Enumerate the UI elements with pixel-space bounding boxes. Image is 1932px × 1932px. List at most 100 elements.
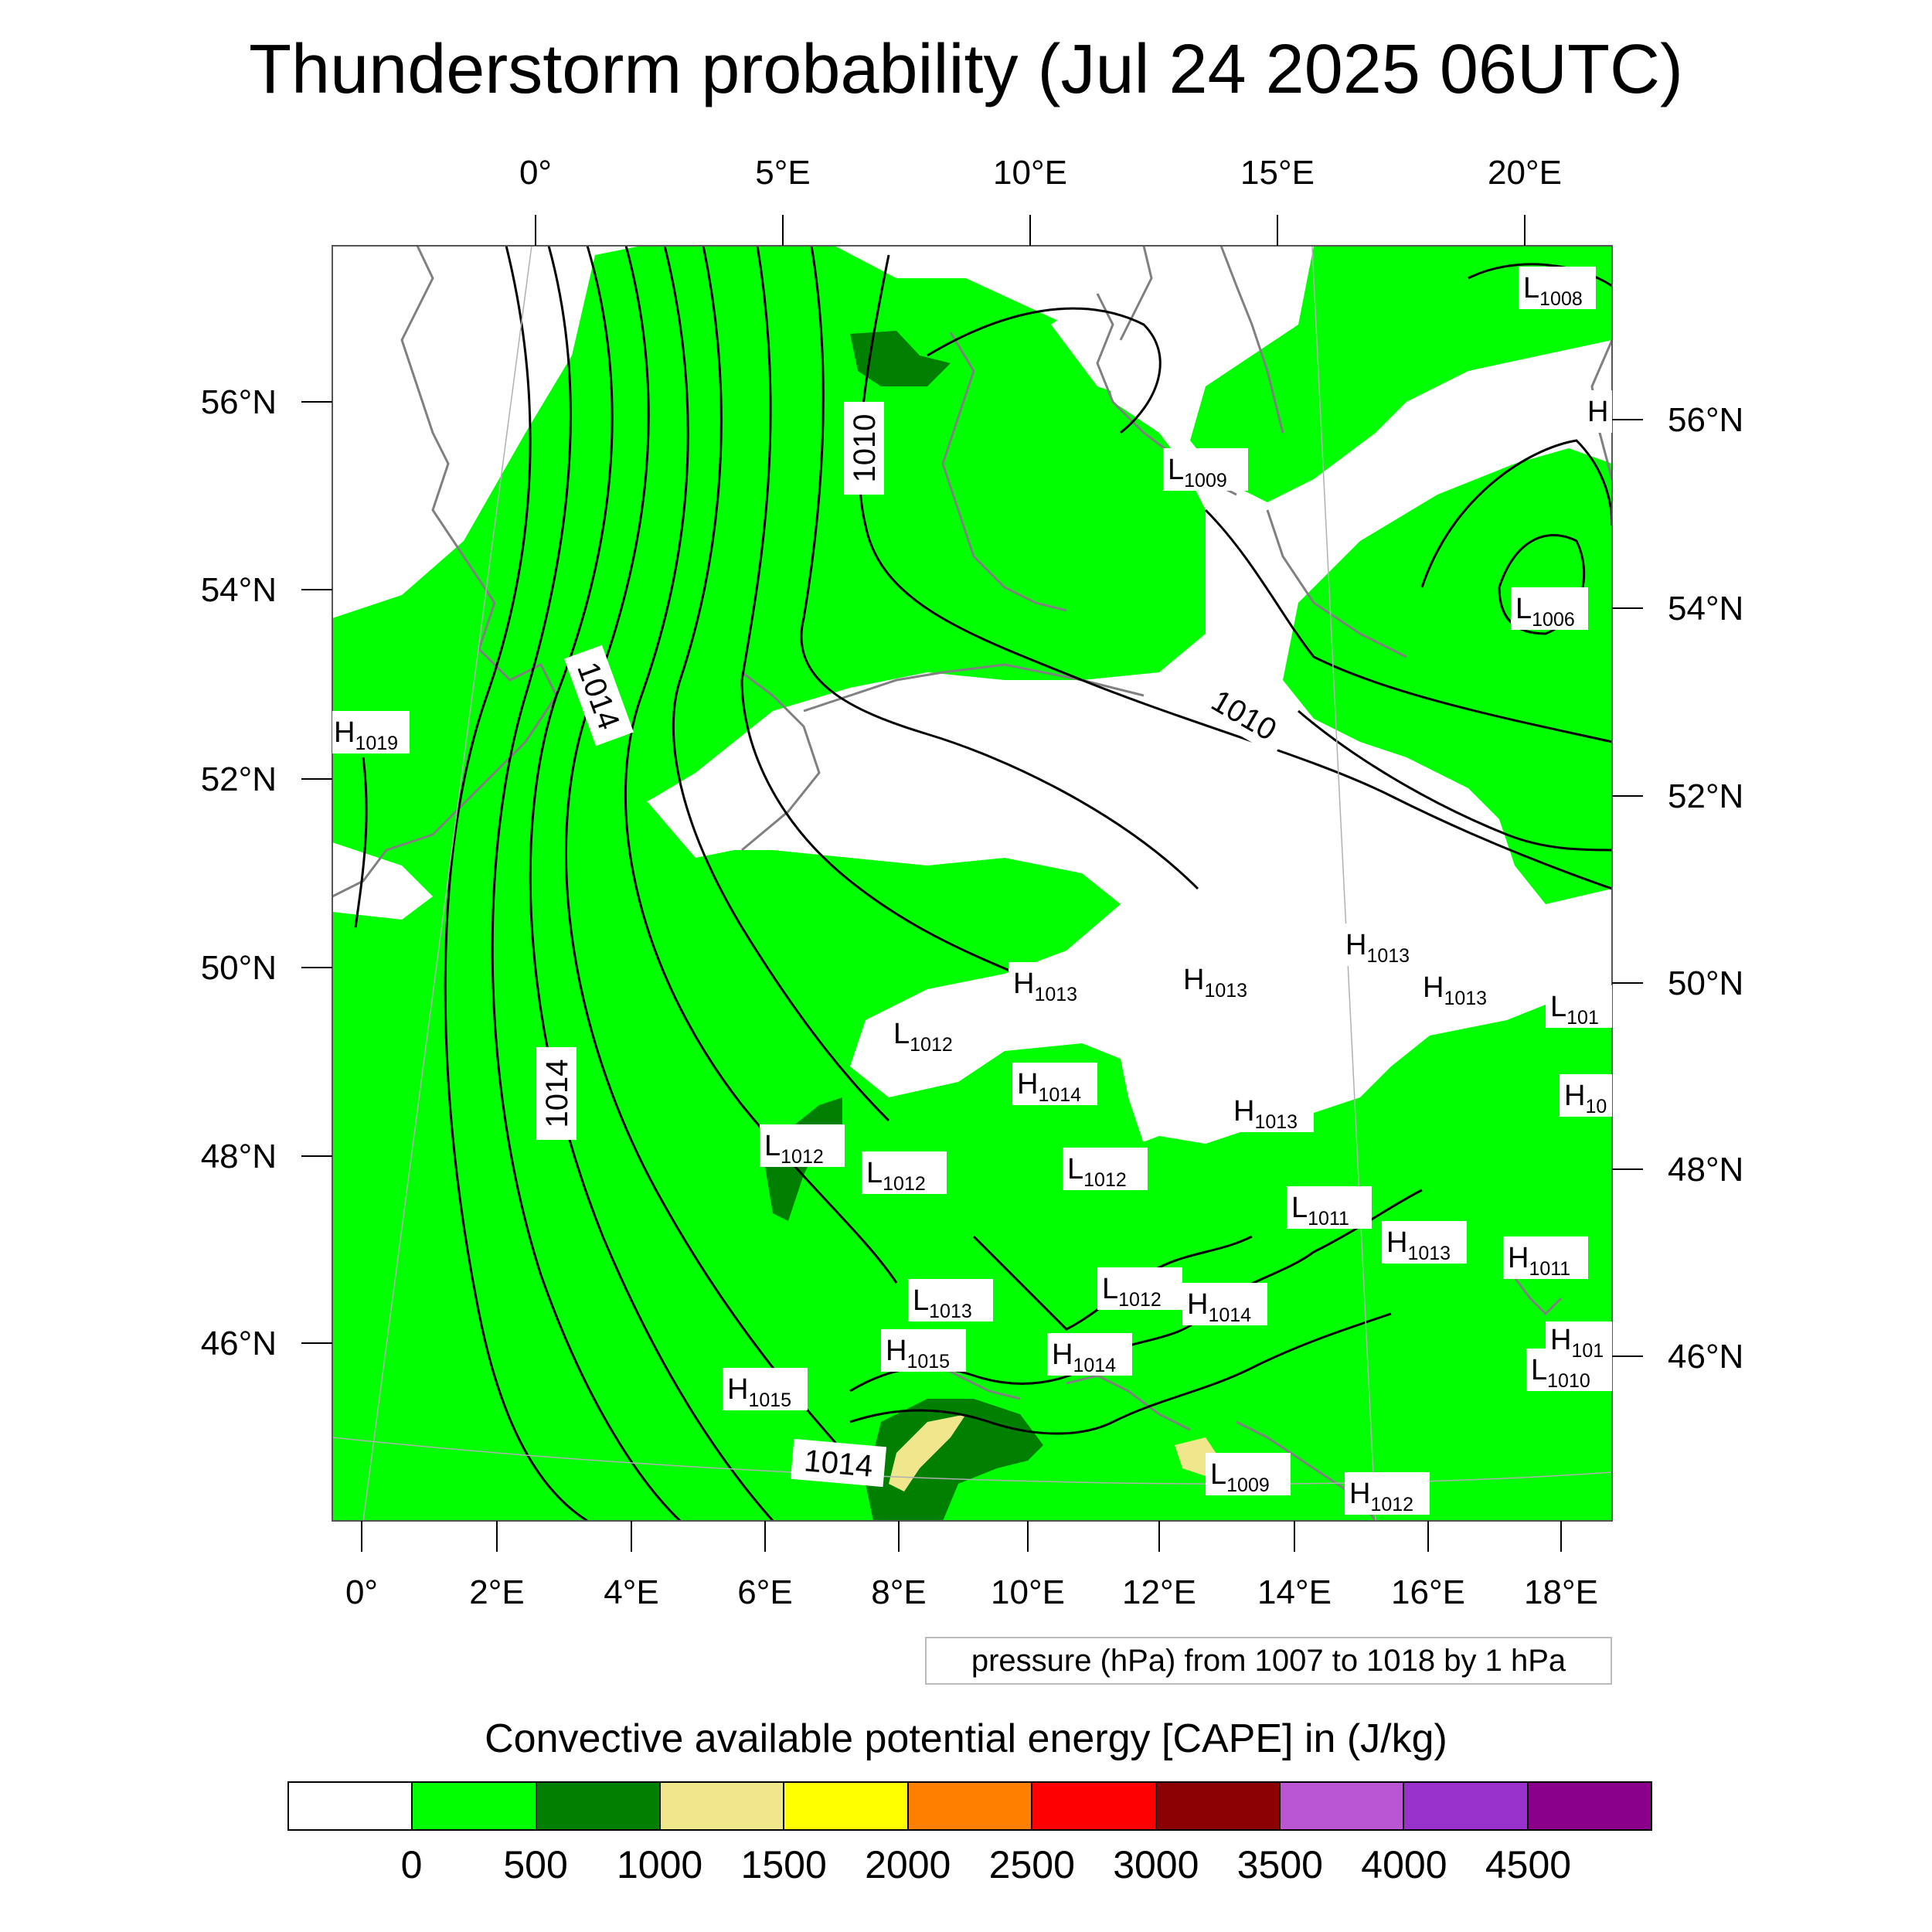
svg-text:H1019: H1019 (334, 716, 398, 754)
cape-area-northeast-white (1051, 294, 1206, 402)
colorbar-tick-label: 3500 (1236, 1843, 1323, 1886)
cape-area-yellow-alps (889, 1414, 966, 1492)
pressure-label: L1011 (1287, 1186, 1372, 1230)
colorbar-swatch (1032, 1783, 1157, 1829)
pressure-label: H1014 (1182, 1283, 1267, 1326)
top-lon-label: 10°E (993, 154, 1067, 192)
bottom-lon-label: 6°E (737, 1573, 792, 1611)
pressure-contour-note: pressure (hPa) from 1007 to 1018 by 1 hP… (925, 1637, 1612, 1685)
svg-text:H1013: H1013 (1386, 1226, 1451, 1264)
colorbar-swatch (1404, 1783, 1529, 1829)
pressure-label: L1010 (1526, 1349, 1612, 1392)
pressure-label: H10 (1560, 1074, 1612, 1117)
colorbar (287, 1781, 1652, 1831)
pressure-label: L1009 (1206, 1453, 1291, 1496)
pressure-system-labels: L1008 H L1009 L1006 H1019 H1013 H1013 H1… (332, 267, 1612, 1515)
colorbar-tick-label: 500 (503, 1843, 568, 1886)
pressure-label: L1013 (908, 1279, 993, 1322)
cape-area-darkgreen-north (850, 331, 951, 386)
svg-text:L1013: L1013 (913, 1284, 972, 1322)
svg-text:H1013: H1013 (1345, 929, 1410, 967)
pressure-label: L1012 (1063, 1148, 1148, 1191)
top-lon-labels: 0° 5°E 10°E 15°E 20°E (519, 154, 1562, 192)
svg-text:L1012: L1012 (1067, 1153, 1127, 1191)
pressure-label: H1014 (1012, 1063, 1097, 1106)
pressure-label: L1012 (760, 1124, 845, 1168)
axis-ticks (301, 215, 1643, 1552)
svg-text:L1009: L1009 (1210, 1458, 1270, 1496)
svg-text:H1014: H1014 (1052, 1338, 1116, 1376)
colorbar-tick-label: 1500 (740, 1843, 827, 1886)
pressure-label: L1008 (1519, 267, 1596, 310)
pressure-label: H101 (1546, 1321, 1612, 1362)
colorbar-swatch (536, 1783, 662, 1829)
bottom-lon-label: 4°E (604, 1573, 658, 1611)
svg-text:L1012: L1012 (866, 1157, 926, 1195)
pressure-label: H1012 (1345, 1472, 1430, 1515)
right-lat-label: 54°N (1668, 590, 1743, 628)
pressure-label: L1006 (1511, 587, 1588, 631)
right-lat-label: 56°N (1668, 401, 1743, 439)
svg-text:L1011: L1011 (1291, 1192, 1349, 1230)
colorbar-swatch (289, 1783, 413, 1829)
colorbar-tick-label: 2500 (988, 1843, 1075, 1886)
colorbar-swatch (1528, 1783, 1651, 1829)
bottom-lon-label: 10°E (991, 1573, 1065, 1611)
svg-text:H: H (1587, 396, 1608, 428)
pressure-label: H1013 (1229, 1090, 1314, 1133)
svg-text:L1010: L1010 (1531, 1354, 1590, 1392)
colorbar-tick-label: 2000 (865, 1843, 951, 1886)
svg-text:L1012: L1012 (764, 1130, 824, 1168)
colorbar-tick-label: 4500 (1485, 1843, 1572, 1886)
svg-text:H1013: H1013 (1183, 964, 1247, 1002)
svg-text:L1006: L1006 (1515, 593, 1575, 631)
pressure-label: L1012 (862, 1151, 947, 1195)
pressure-label: H1013 (1179, 958, 1264, 1002)
lat-lon-grid (332, 246, 1612, 1521)
colorbar-swatch (661, 1783, 785, 1829)
colorbar-tick-label: 3000 (1113, 1843, 1199, 1886)
right-lat-label: 48°N (1668, 1151, 1743, 1189)
top-lon-label: 20°E (1488, 154, 1562, 192)
bottom-lon-labels: 0° 2°E 4°E 6°E 8°E 10°E 12°E 14°E 16°E 1… (345, 1573, 1598, 1611)
svg-text:L101: L101 (1550, 991, 1599, 1029)
pressure-label: H1015 (881, 1329, 966, 1372)
pressure-label: H1013 (1418, 966, 1503, 1009)
svg-text:H1011: H1011 (1508, 1242, 1570, 1280)
legend-title: Convective available potential energy [C… (485, 1716, 1447, 1761)
bottom-lon-label: 2°E (469, 1573, 524, 1611)
cape-area-west (332, 246, 1206, 889)
left-lat-label: 50°N (201, 949, 277, 987)
pressure-label: H1011 (1503, 1236, 1588, 1280)
right-lat-label: 50°N (1668, 964, 1743, 1002)
bottom-lon-label: 0° (345, 1573, 378, 1611)
colorbar-swatch (908, 1783, 1033, 1829)
pressure-label: L1012 (889, 1012, 974, 1056)
bottom-lon-label: 16°E (1391, 1573, 1465, 1611)
svg-text:L1012: L1012 (893, 1018, 953, 1056)
pressure-label: L101 (1546, 985, 1612, 1029)
page-title: Thunderstorm probability (Jul 24 2025 06… (249, 31, 1683, 108)
right-lat-label: 46°N (1668, 1338, 1743, 1376)
svg-text:L1012: L1012 (1102, 1273, 1162, 1311)
pressure-label: L1009 (1163, 448, 1248, 492)
svg-text:H1013: H1013 (1423, 971, 1487, 1009)
pressure-label: H1013 (1341, 923, 1426, 967)
cape-area-east (1190, 246, 1612, 502)
svg-text:L1008: L1008 (1523, 272, 1583, 310)
pressure-label: H1015 (723, 1368, 808, 1411)
colorbar-swatch (413, 1783, 537, 1829)
left-lat-label: 46°N (201, 1325, 277, 1362)
pressure-label: H1019 (332, 711, 410, 754)
cape-area-baltic (1283, 448, 1612, 904)
contour-label: 1014 (540, 1060, 574, 1128)
cape-area-darkgreen-alps (866, 1399, 1043, 1521)
svg-text:H10: H10 (1564, 1080, 1607, 1117)
svg-text:H1013: H1013 (1013, 968, 1077, 1005)
bottom-lon-label: 14°E (1257, 1573, 1332, 1611)
left-lat-label: 52°N (201, 760, 277, 798)
pressure-label: H1014 (1047, 1333, 1132, 1376)
cape-area-sw-white (332, 842, 433, 920)
contour-label: 1014 (803, 1444, 874, 1484)
